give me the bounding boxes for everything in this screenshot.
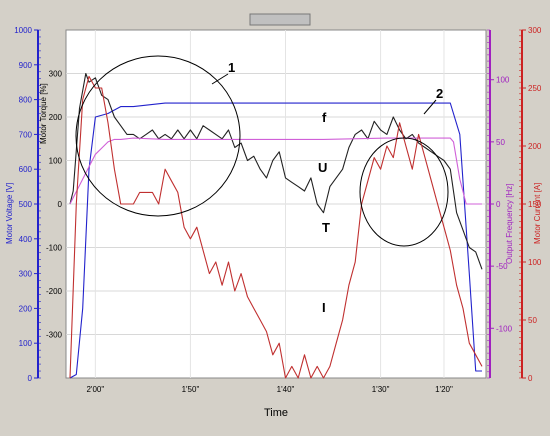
current-axis-title: Motor Current [A]	[533, 183, 542, 244]
current-tick-label: 150	[528, 200, 542, 209]
torque-tick-label: -300	[46, 331, 63, 340]
toolbar-icon[interactable]	[249, 13, 311, 26]
torque-axis-title: Motor Torque [%]	[39, 83, 48, 144]
series-line-f	[69, 137, 482, 205]
callout-leader-2	[423, 99, 437, 115]
torque-tick-label: -200	[46, 287, 63, 296]
voltage-tick-label: 700	[19, 130, 33, 139]
series-line-I	[69, 75, 483, 379]
torque-tick-label: 200	[49, 113, 63, 122]
x-tick-label: 1'50"	[182, 385, 200, 394]
torque-tick-label: -100	[46, 244, 63, 253]
series-label-f: f	[322, 110, 327, 125]
voltage-tick-label: 100	[19, 339, 33, 348]
voltage-tick-label: 300	[19, 270, 33, 279]
x-axis-title: Time	[264, 407, 288, 419]
frequency-tick-label: 0	[496, 200, 501, 209]
voltage-tick-label: 0	[28, 374, 33, 383]
torque-tick-label: 300	[49, 70, 63, 79]
callout-circle-2	[359, 137, 449, 247]
torque-tick-label: 0	[58, 200, 63, 209]
voltage-tick-label: 1000	[14, 26, 32, 35]
current-tick-label: 50	[528, 316, 537, 325]
current-tick-label: 300	[528, 26, 542, 35]
frequency-axis-title: Output Frequency [Hz]	[505, 184, 514, 264]
current-tick-label: 200	[528, 142, 542, 151]
grid	[66, 30, 486, 378]
voltage-tick-label: 500	[19, 200, 33, 209]
series-layer	[69, 72, 483, 379]
callout-label-2: 2	[436, 86, 443, 101]
x-tick-label: 1'40"	[277, 385, 295, 394]
voltage-tick-label: 400	[19, 235, 33, 244]
frequency-tick-label: 100	[496, 76, 510, 85]
callout-label-1: 1	[228, 60, 235, 75]
callout-leader-1	[211, 73, 229, 85]
series-label-T: T	[322, 220, 330, 235]
x-tick-label: 2'00"	[86, 385, 104, 394]
series-line-T	[69, 72, 483, 270]
x-tick-label: 1'30"	[372, 385, 390, 394]
torque-tick-label: 100	[49, 157, 63, 166]
x-tick-label: 1'20"	[435, 385, 453, 394]
voltage-tick-label: 200	[19, 304, 33, 313]
frequency-tick-label: -50	[496, 262, 508, 271]
voltage-tick-label: 900	[19, 61, 33, 70]
frequency-tick-label: -100	[496, 324, 513, 333]
series-label-U: U	[318, 160, 327, 175]
voltage-tick-label: 600	[19, 165, 33, 174]
series-line-U	[69, 102, 482, 379]
callout-circle-1	[75, 55, 241, 217]
frequency-tick-label: 50	[496, 138, 505, 147]
series-label-I: I	[322, 300, 326, 315]
current-tick-label: 250	[528, 84, 542, 93]
current-tick-label: 0	[528, 374, 533, 383]
annotations: U Tf I 1 2	[75, 55, 449, 315]
toolbar[interactable]	[249, 13, 311, 26]
current-tick-label: 100	[528, 258, 542, 267]
voltage-axis-title: Motor Voltage [V]	[5, 183, 14, 244]
voltage-tick-label: 800	[19, 96, 33, 105]
